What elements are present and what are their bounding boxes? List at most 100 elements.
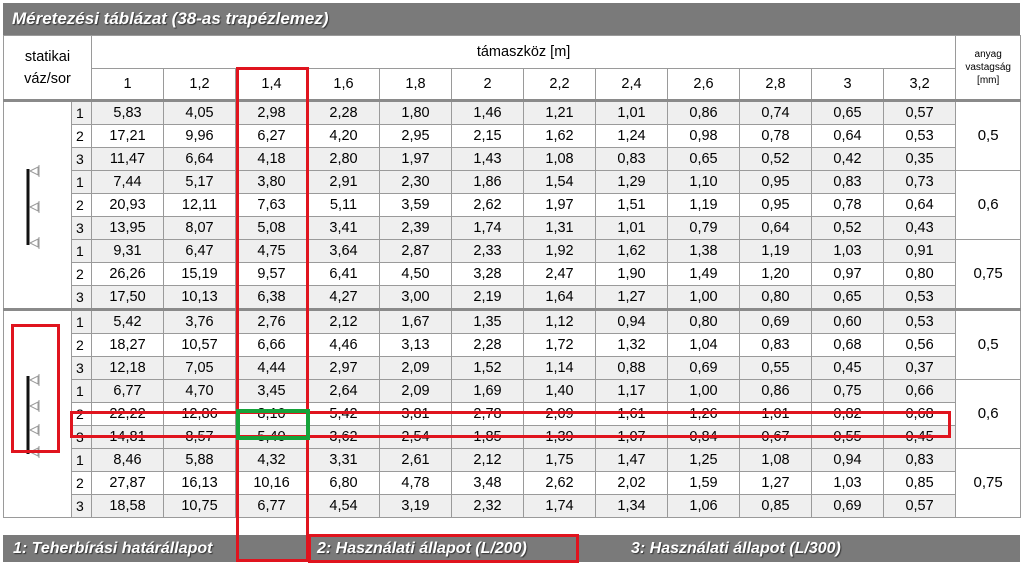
- value-cell: 3,48: [451, 471, 524, 495]
- value-cell: 2,62: [451, 193, 524, 217]
- vaz-sor-label: váz/sor: [24, 70, 71, 87]
- row-number: 3: [71, 425, 92, 449]
- value-cell: 1,51: [595, 193, 668, 217]
- value-cell: 3,28: [451, 262, 524, 286]
- value-cell: 0,68: [811, 333, 884, 357]
- value-cell: 9,31: [91, 239, 164, 263]
- support-icon: [28, 423, 39, 436]
- value-cell: 4,27: [307, 285, 380, 310]
- row-number: 2: [71, 471, 92, 495]
- value-cell: 1,46: [451, 99, 524, 125]
- value-cell: 0,65: [811, 99, 884, 125]
- support-icon: [28, 164, 39, 177]
- value-cell: 1,10: [667, 170, 740, 194]
- value-cell: 2,62: [523, 471, 596, 495]
- value-cell: 10,13: [163, 285, 236, 310]
- value-cell: 1,67: [379, 308, 452, 334]
- value-cell: 0,91: [882, 239, 957, 263]
- support-icon: [28, 445, 39, 458]
- span-header-cell: 2,2: [523, 68, 596, 101]
- value-cell: 0,42: [811, 147, 884, 171]
- value-cell: 1,07: [595, 425, 668, 449]
- support-icon: [28, 200, 39, 213]
- table-row: 2 17,21 9,96 6,27 4,20 2,95 2,15 1,62 1,24 0,98 0,…: [4, 124, 1021, 148]
- value-cell: 3,41: [307, 216, 380, 240]
- value-cell: 0,69: [739, 308, 812, 334]
- value-cell: 1,27: [739, 471, 812, 495]
- value-cell: 9,57: [235, 262, 308, 286]
- row-number: 2: [71, 262, 92, 286]
- material-thickness-label: anyag vastagság [mm]: [965, 49, 1011, 86]
- value-cell: 2,09: [379, 379, 452, 403]
- legend-bar: 1: Teherbírási határállapot 2: Használat…: [3, 535, 1020, 562]
- value-cell: 4,70: [163, 379, 236, 403]
- value-cell: 2,15: [451, 124, 524, 148]
- span-header-cell: 2,8: [739, 68, 812, 101]
- value-cell: 1,61: [595, 402, 668, 426]
- span-header-cell: 2: [451, 68, 524, 101]
- row-number: 1: [71, 239, 92, 263]
- thickness-cell: 0,5: [955, 308, 1022, 380]
- value-cell: 2,39: [379, 216, 452, 240]
- value-cell: 2,97: [307, 356, 380, 380]
- value-cell: 2,80: [307, 147, 380, 171]
- value-cell: 0,66: [882, 379, 957, 403]
- span-header-cell: 2,6: [667, 68, 740, 101]
- value-cell: 2,91: [307, 170, 380, 194]
- value-cell: 12,18: [91, 356, 164, 380]
- value-cell: 0,53: [882, 124, 957, 148]
- value-cell: 5,11: [307, 193, 380, 217]
- value-cell: 3,59: [379, 193, 452, 217]
- value-cell: 0,80: [739, 285, 812, 310]
- value-cell: 0,74: [739, 99, 812, 125]
- two-span-scheme-cell: [3, 99, 72, 310]
- value-cell: 8,07: [163, 216, 236, 240]
- value-cell: 1,26: [667, 402, 740, 426]
- statikai-label: statikai: [24, 48, 71, 65]
- support-icon: [28, 236, 39, 249]
- value-cell: 3,31: [307, 448, 380, 472]
- row-number: 1: [71, 308, 92, 334]
- value-cell: 0,86: [739, 379, 812, 403]
- value-cell: 2,02: [595, 471, 668, 495]
- value-cell: 2,98: [235, 99, 308, 125]
- value-cell: 0,64: [811, 124, 884, 148]
- row-number: 3: [71, 356, 92, 380]
- value-cell: 0,73: [882, 170, 957, 194]
- value-cell: 0,83: [882, 448, 957, 472]
- value-cell: 3,45: [235, 379, 308, 403]
- value-cell: 4,78: [379, 471, 452, 495]
- legend-item-1: 1: Teherbírási határállapot: [13, 540, 213, 557]
- value-cell: 4,18: [235, 147, 308, 171]
- value-cell: 5,88: [163, 448, 236, 472]
- value-cell: 0,97: [811, 262, 884, 286]
- value-cell: 1,74: [523, 494, 596, 518]
- value-cell: 1,62: [595, 239, 668, 263]
- value-cell: 18,27: [91, 333, 164, 357]
- value-cell: 0,80: [667, 308, 740, 334]
- value-cell: 4,32: [235, 448, 308, 472]
- value-cell: 1,85: [451, 425, 524, 449]
- value-cell: 2,61: [379, 448, 452, 472]
- value-cell: 26,26: [91, 262, 164, 286]
- value-cell: 0,53: [882, 308, 957, 334]
- value-cell: 0,43: [882, 216, 957, 240]
- value-cell: 0,94: [811, 448, 884, 472]
- value-cell: 1,31: [523, 216, 596, 240]
- value-cell: 3,13: [379, 333, 452, 357]
- value-cell: 1,01: [739, 402, 812, 426]
- value-cell: 4,44: [235, 356, 308, 380]
- value-cell: 1,00: [667, 379, 740, 403]
- value-cell: 0,95: [739, 193, 812, 217]
- value-cell: 8,46: [91, 448, 164, 472]
- row-number: 2: [71, 333, 92, 357]
- support-icon: [28, 399, 39, 412]
- span-header-cell: 3: [811, 68, 884, 101]
- span-header-cell: 1,4: [235, 68, 308, 101]
- value-cell: 5,42: [91, 308, 164, 334]
- value-cell: 3,19: [379, 494, 452, 518]
- value-cell: 5,40: [235, 425, 308, 449]
- thickness-cell: 0,5: [955, 99, 1022, 171]
- value-cell: 0,69: [667, 356, 740, 380]
- value-cell: 2,12: [451, 448, 524, 472]
